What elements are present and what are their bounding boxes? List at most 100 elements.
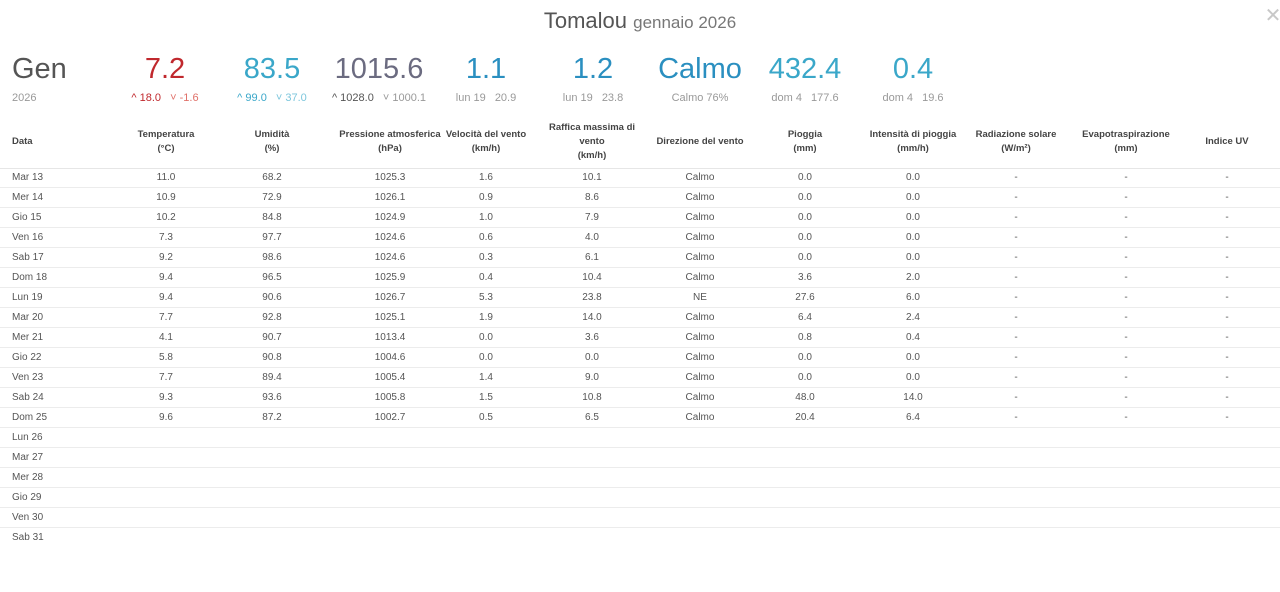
cell-uv [1194, 508, 1260, 527]
cell-uv [1194, 448, 1260, 467]
cell-pressure: 1025.3 [374, 172, 406, 183]
column-header-rain[interactable]: Pioggia (mm) [787, 129, 823, 154]
cell-gust [541, 468, 643, 487]
cell-date: Mer 21 [12, 332, 44, 343]
table-row[interactable]: Dom 18 9.4 96.5 1025.9 0.4 10.4 Calmo 3.6 2.0 - - - [0, 268, 1280, 288]
table-row[interactable]: Gio 15 10.2 84.8 1024.9 1.0 7.9 Calmo 0.0 0.0 - - - [0, 208, 1280, 228]
cell-uv: - [1225, 252, 1229, 263]
cell-solar-radiation: - [1014, 372, 1018, 383]
cell-rain-rate: 2.4 [906, 312, 920, 323]
cell-temperature [116, 428, 216, 447]
summary-wind-speed-value: 1.1 [465, 53, 507, 85]
cell-solar-radiation: - [1014, 312, 1018, 323]
cell-rain: 0.0 [798, 252, 812, 263]
column-header-date[interactable]: Data [12, 136, 33, 147]
cell-temperature: 11.0 [156, 172, 176, 183]
cell-rain-rate: 0.0 [906, 352, 920, 363]
table-row[interactable]: Mer 14 10.9 72.9 1026.1 0.9 8.6 Calmo 0.0 0.0 - - - [0, 188, 1280, 208]
cell-rain: 20.4 [795, 412, 815, 423]
table-row[interactable]: Sab 17 9.2 98.6 1024.6 0.3 6.1 Calmo 0.0 0.0 - - - [0, 248, 1280, 268]
cell-uv [1194, 428, 1260, 447]
column-header-gust[interactable]: Raffica massima di vento (km/h) [548, 122, 636, 161]
summary-temperature-value: 7.2 [144, 53, 186, 85]
cell-rain-rate [858, 528, 968, 547]
column-header-solar-radiation[interactable]: Radiazione solare (W/m²) [975, 129, 1057, 154]
cell-wind-speed [438, 448, 534, 467]
column-header-temperature[interactable]: Temperatura (°C) [137, 129, 195, 154]
cell-wind-speed: 0.9 [479, 192, 493, 203]
cell-wind-speed [438, 428, 534, 447]
cell-evapotranspiration: - [1124, 252, 1128, 263]
table-row[interactable]: Lun 19 9.4 90.6 1026.7 5.3 23.8 NE 27.6 6.0 - - - [0, 288, 1280, 308]
table-row[interactable]: Lun 26 [0, 428, 1280, 448]
column-header-evapotranspiration[interactable]: Evapotraspirazione (mm) [1082, 129, 1170, 154]
cell-humidity [222, 448, 322, 467]
table-row[interactable]: Dom 25 9.6 87.2 1002.7 0.5 6.5 Calmo 20.4 6.4 - - - [0, 408, 1280, 428]
cell-gust: 0.0 [585, 352, 599, 363]
summary-wind-direction: Calmo Calmo 76% [648, 50, 752, 104]
cell-wind-direction [649, 468, 751, 487]
table-row[interactable]: Ven 30 [0, 508, 1280, 528]
table-row[interactable]: Sab 31 [0, 528, 1280, 547]
cell-temperature [116, 508, 216, 527]
column-header-rain-rate[interactable]: Intensità di pioggia (mm/h) [869, 129, 957, 154]
cell-temperature: 9.2 [159, 252, 173, 263]
cell-temperature: 9.4 [159, 292, 173, 303]
table-row[interactable]: Gio 22 5.8 90.8 1004.6 0.0 0.0 Calmo 0.0 0.0 - - - [0, 348, 1280, 368]
table-row[interactable]: Mar 27 [0, 448, 1280, 468]
cell-temperature: 7.7 [159, 312, 173, 323]
column-header-uv[interactable]: Indice UV [1205, 136, 1249, 147]
cell-humidity: 90.8 [262, 352, 282, 363]
station-name: Tomalou [543, 8, 627, 33]
cell-evapotranspiration: - [1124, 312, 1128, 323]
cell-humidity: 92.8 [262, 312, 282, 323]
cell-wind-direction: Calmo [685, 312, 715, 323]
close-icon[interactable]: ✕ [1264, 5, 1280, 27]
pressure-low: 1000.1 [392, 92, 427, 104]
pressure-high: 1028.0 [340, 92, 374, 104]
table-row[interactable]: Mar 13 11.0 68.2 1025.3 1.6 10.1 Calmo 0.0 0.0 - -… [0, 168, 1280, 188]
table-row[interactable]: Mar 20 7.7 92.8 1025.1 1.9 14.0 Calmo 6.4 2.4 - - - [0, 308, 1280, 328]
cell-evapotranspiration: - [1124, 172, 1128, 183]
cell-gust: 3.6 [585, 332, 599, 343]
cell-temperature [116, 448, 216, 467]
cell-gust: 7.9 [585, 212, 599, 223]
table-row[interactable]: Ven 16 7.3 97.7 1024.6 0.6 4.0 Calmo 0.0 0.0 - - - [0, 228, 1280, 248]
cell-wind-direction: Calmo [685, 212, 715, 223]
table-row[interactable]: Ven 23 7.7 89.4 1005.4 1.4 9.0 Calmo 0.0 0.0 - - - [0, 368, 1280, 388]
column-header-wind-speed[interactable]: Velocità del vento (km/h) [445, 129, 527, 154]
cell-uv: - [1225, 232, 1229, 243]
table-row[interactable]: Mer 28 [0, 468, 1280, 488]
summary-rain-rate: 0.4 dom 4 19.6 [863, 50, 963, 104]
cell-solar-radiation: - [1014, 392, 1018, 403]
cell-humidity: 87.2 [262, 412, 282, 423]
cell-wind-direction: Calmo [685, 252, 715, 263]
table-row[interactable]: Mer 21 4.1 90.7 1013.4 0.0 3.6 Calmo 0.8 0.4 - - - [0, 328, 1280, 348]
cell-humidity: 89.4 [262, 372, 282, 383]
cell-pressure: 1025.9 [374, 272, 406, 283]
cell-evapotranspiration: - [1124, 232, 1128, 243]
cell-uv: - [1225, 212, 1229, 223]
table-row[interactable]: Gio 29 [0, 488, 1280, 508]
cell-uv [1194, 528, 1260, 547]
cell-rain [755, 428, 855, 447]
cell-temperature [116, 468, 216, 487]
cell-rain [755, 508, 855, 527]
cell-wind-direction: Calmo [685, 192, 715, 203]
column-header-pressure[interactable]: Pressione atmosferica (hPa) [339, 129, 441, 154]
column-header-wind-direction[interactable]: Direzione del vento [656, 136, 744, 147]
cell-date: Dom 18 [12, 272, 48, 283]
cell-temperature [116, 488, 216, 507]
cell-rain: 0.0 [798, 172, 812, 183]
cell-rain: 48.0 [795, 392, 815, 403]
cell-date: Gio 22 [12, 352, 42, 363]
wind-speed-day: lun 19 [455, 92, 486, 104]
cell-humidity: 84.8 [262, 212, 282, 223]
summary-temperature: 7.2 ^ 18.0 ˅ -1.6 [115, 50, 215, 104]
humidity-low: 37.0 [285, 92, 307, 104]
column-header-humidity[interactable]: Umidità (%) [254, 129, 290, 154]
rain-rate-day: dom 4 [882, 92, 914, 104]
table-row[interactable]: Sab 24 9.3 93.6 1005.8 1.5 10.8 Calmo 48.0 14.0 -… [0, 388, 1280, 408]
summary-bar: Gen 2026 7.2 ^ 18.0 ˅ -1.6 83.5 ^ 99.0 ˅… [0, 50, 1280, 112]
cell-date: Mar 27 [12, 452, 44, 463]
